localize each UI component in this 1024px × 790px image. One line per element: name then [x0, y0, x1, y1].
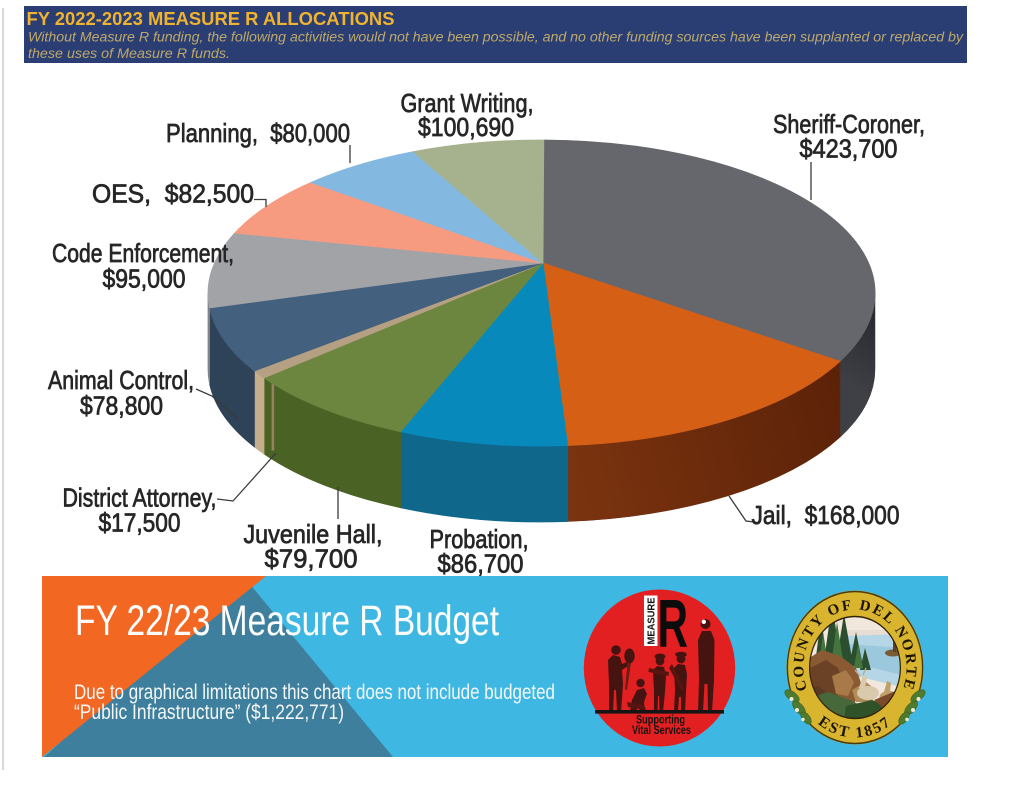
svg-text:Juvenile Hall,: Juvenile Hall,	[244, 519, 383, 549]
svg-text:$78,800: $78,800	[80, 391, 163, 421]
svg-text:Without Measure R funding, the: Without Measure R funding, the following…	[28, 30, 964, 45]
svg-text:Probation,: Probation,	[430, 524, 529, 554]
svg-text:$423,700: $423,700	[800, 134, 898, 164]
svg-text:Grant Writing,: Grant Writing,	[401, 88, 534, 118]
svg-text:$17,500: $17,500	[99, 508, 181, 538]
svg-text:Due to graphical limitations t: Due to graphical limitations this chart …	[74, 681, 555, 704]
svg-text:$95,000: $95,000	[103, 264, 186, 294]
svg-text:FY 2022-2023 MEASURE R ALLOCAT: FY 2022-2023 MEASURE R ALLOCATIONS	[27, 9, 395, 29]
svg-text:Jail, $168,000: Jail, $168,000	[752, 500, 900, 530]
svg-text:these uses of Measure R funds.: these uses of Measure R funds.	[28, 46, 230, 61]
svg-text:FY 22/23 Measure R Budget: FY 22/23 Measure R Budget	[75, 597, 499, 645]
svg-text:Supporting: Supporting	[636, 713, 685, 727]
svg-text:Planning, $80,000: Planning, $80,000	[166, 118, 350, 148]
svg-text:Code Enforcement,: Code Enforcement,	[52, 238, 234, 268]
svg-text:$86,700: $86,700	[438, 549, 524, 579]
svg-text:Sheriff-Coroner,: Sheriff-Coroner,	[773, 109, 925, 139]
svg-text:R: R	[658, 586, 689, 662]
svg-text:OES, $82,500: OES, $82,500	[92, 179, 254, 209]
svg-text:MEASURE: MEASURE	[646, 598, 658, 645]
svg-text:Vital Services: Vital Services	[632, 723, 691, 737]
svg-text:Animal Control,: Animal Control,	[48, 365, 194, 395]
svg-text:“Public Infrastructure” ($1,22: “Public Infrastructure” ($1,222,771)	[74, 701, 344, 724]
svg-text:$79,700: $79,700	[265, 544, 358, 574]
svg-text:District Attorney,: District Attorney,	[63, 483, 217, 513]
svg-text:$100,690: $100,690	[418, 112, 514, 142]
